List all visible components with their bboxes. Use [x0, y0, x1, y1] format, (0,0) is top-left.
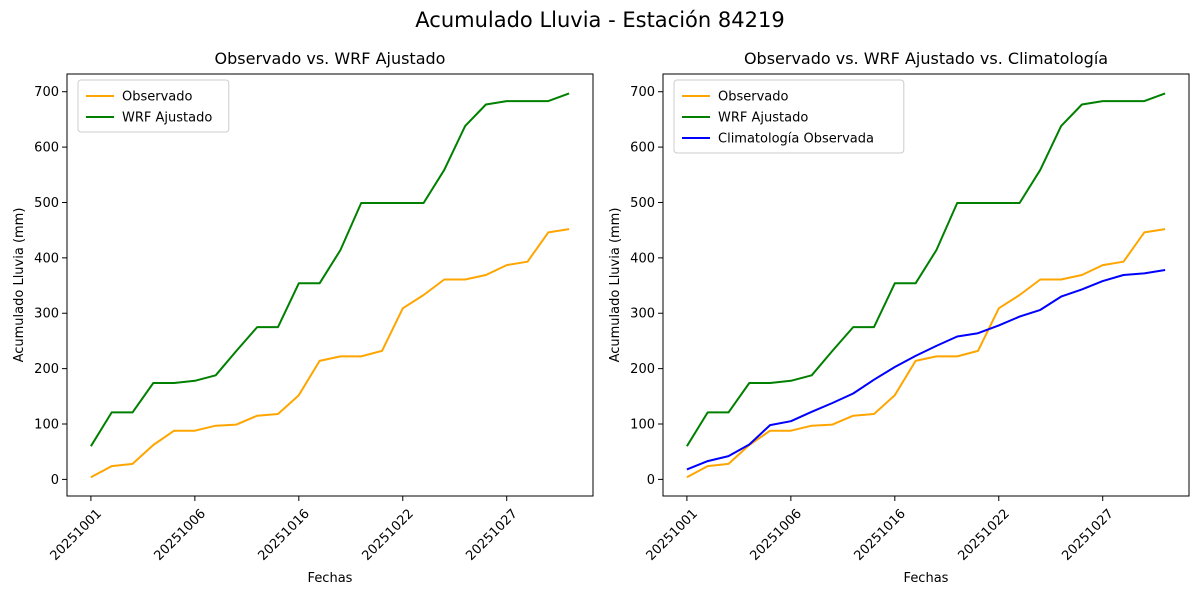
series-line-wrf-ajustado: [686, 92, 1166, 447]
legend-box: [673, 79, 905, 154]
y-tick-label: 700: [630, 85, 655, 100]
legend: Observado WRF Ajustado: [77, 79, 230, 133]
y-tick-label: 0: [51, 473, 59, 488]
x-axis-label: Fechas: [904, 571, 949, 586]
y-axis-label: Acumulado Lluvia (mm): [12, 208, 27, 363]
legend: Observado WRF Ajustado Climatología Observ…: [673, 79, 905, 154]
series-line-observado: [686, 228, 1166, 479]
chart-title: Observado vs. WRF Ajustado: [215, 49, 446, 68]
y-tick-label: 200: [630, 362, 655, 377]
x-axis-label: Fechas: [308, 571, 353, 586]
legend-label: WRF Ajustado: [718, 111, 808, 126]
legend-label: Climatología Observada: [718, 132, 874, 147]
x-tick-label: 20251027: [1059, 506, 1116, 563]
x-tick-label: 20251022: [359, 506, 416, 563]
legend-label: Observado: [718, 90, 789, 105]
plot-frame: [662, 73, 1190, 497]
x-tick-label: 20251027: [463, 506, 520, 563]
x-tick-label: 20251006: [748, 506, 805, 563]
series-line-observado: [90, 228, 570, 479]
chart-panel-2: Observado vs. WRF Ajustado vs. Climatolo…: [608, 49, 1190, 586]
y-tick-label: 300: [630, 307, 655, 322]
chart-title: Observado vs. WRF Ajustado vs. Climatolo…: [744, 49, 1108, 68]
x-tick-label: 20251001: [644, 506, 701, 563]
legend-box: [77, 79, 230, 133]
y-tick-label: 0: [647, 473, 655, 488]
y-tick-label: 700: [34, 85, 59, 100]
x-tick-label: 20251001: [48, 506, 105, 563]
legend-label: WRF Ajustado: [122, 111, 212, 126]
series-line-wrf-ajustado: [90, 92, 570, 447]
x-tick-label: 20251016: [255, 506, 312, 563]
x-tick-label: 20251016: [851, 506, 908, 563]
x-tick-label: 20251022: [955, 506, 1012, 563]
y-tick-label: 300: [34, 307, 59, 322]
y-tick-label: 400: [34, 251, 59, 266]
chart-panel-1: Observado vs. WRF Ajustado 0 100 200 300 400 5…: [12, 49, 594, 586]
y-tick-label: 400: [630, 251, 655, 266]
y-tick-label: 600: [34, 141, 59, 156]
y-tick-label: 500: [630, 196, 655, 211]
y-axis-label: Acumulado Lluvia (mm): [608, 208, 623, 363]
plot-frame: [66, 73, 594, 497]
y-tick-label: 100: [34, 418, 59, 433]
y-tick-label: 100: [630, 418, 655, 433]
y-tick-label: 200: [34, 362, 59, 377]
legend-label: Observado: [122, 90, 193, 105]
figure-suptitle: Acumulado Lluvia - Estación 84219: [415, 8, 785, 32]
x-tick-label: 20251006: [152, 506, 209, 563]
y-tick-label: 500: [34, 196, 59, 211]
y-tick-label: 600: [630, 141, 655, 156]
series-line-climatolog-a-observada: [686, 269, 1166, 471]
